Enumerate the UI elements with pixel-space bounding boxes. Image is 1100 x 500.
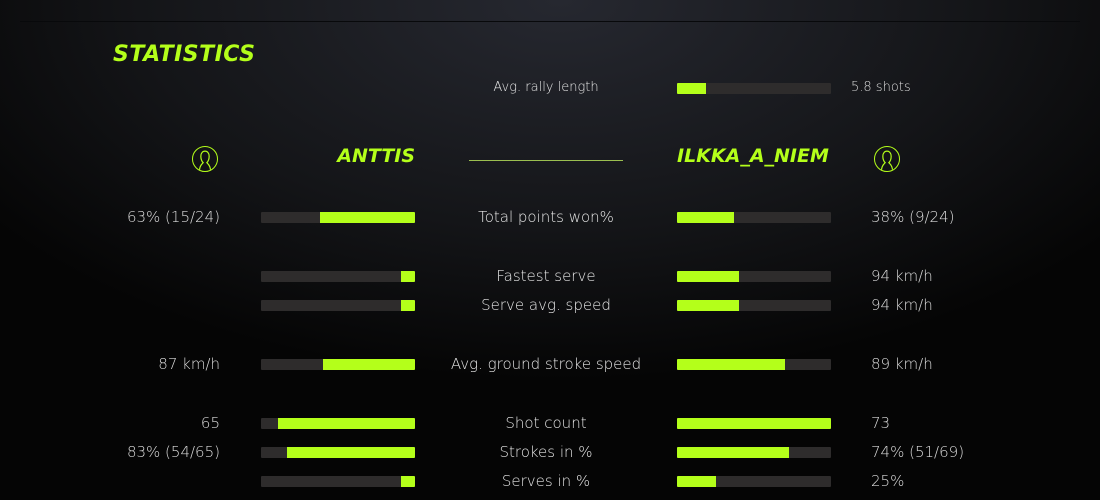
right-bar	[677, 212, 831, 223]
left-bar	[261, 476, 415, 487]
right-bar	[677, 300, 831, 311]
left-bar-fill	[277, 418, 415, 429]
stat-row: 83% (54/65) Strokes in % 74% (51/69)	[0, 443, 1100, 463]
right-bar-fill	[677, 418, 831, 429]
right-player-name: ILKKA_A_NIEM	[677, 145, 829, 167]
right-value: 89 km/h	[871, 355, 933, 373]
right-bar-fill	[677, 359, 785, 370]
top-divider	[20, 21, 1080, 22]
left-bar	[261, 300, 415, 311]
left-value: 83% (54/65)	[126, 443, 220, 461]
right-value: 25%	[871, 472, 905, 490]
stat-row: 65 Shot count 73	[0, 414, 1100, 434]
rally-bar-fill	[677, 83, 707, 94]
right-bar-fill	[677, 300, 739, 311]
stat-label: Fastest serve	[496, 267, 596, 285]
stat-row: 87 km/h Avg. ground stroke speed 89 km/h	[0, 355, 1100, 375]
right-value: 73	[871, 414, 891, 432]
left-bar	[261, 212, 415, 223]
right-bar	[677, 271, 831, 282]
rally-bar	[677, 83, 831, 94]
stat-row: 63% (15/24) Total points won% 38% (9/24)	[0, 208, 1100, 228]
stat-row: Serve avg. speed 94 km/h	[0, 296, 1100, 316]
rally-label: Avg. rally length	[493, 80, 599, 95]
stat-row: Fastest serve 94 km/h	[0, 267, 1100, 287]
left-bar-fill	[401, 476, 415, 487]
left-player-name: ANTTIS	[337, 145, 415, 167]
left-bar	[261, 447, 415, 458]
right-bar	[677, 447, 831, 458]
left-value: 65	[200, 414, 220, 432]
left-bar-fill	[319, 212, 415, 223]
right-player-user-icon	[874, 146, 900, 172]
left-bar	[261, 271, 415, 282]
left-value: 63% (15/24)	[126, 208, 220, 226]
stat-label: Avg. ground stroke speed	[450, 355, 642, 373]
right-bar-fill	[677, 476, 716, 487]
right-value: 38% (9/24)	[871, 208, 955, 226]
left-bar-fill	[287, 447, 415, 458]
stat-label: Shot count	[505, 414, 587, 432]
right-value: 74% (51/69)	[871, 443, 965, 461]
players-divider	[469, 160, 623, 161]
left-bar	[261, 359, 415, 370]
left-bar-fill	[322, 359, 415, 370]
stat-label: Total points won%	[478, 208, 614, 226]
left-bar-fill	[401, 300, 415, 311]
right-bar-fill	[677, 212, 734, 223]
right-bar-fill	[677, 447, 790, 458]
stat-row: Serves in % 25%	[0, 472, 1100, 492]
right-bar	[677, 359, 831, 370]
right-bar	[677, 476, 831, 487]
left-player-user-icon	[192, 146, 218, 172]
stat-label: Serve avg. speed	[481, 296, 611, 314]
page-title: STATISTICS	[113, 42, 256, 67]
left-value: 87 km/h	[158, 355, 220, 373]
left-bar-fill	[401, 271, 415, 282]
right-value: 94 km/h	[871, 296, 933, 314]
right-bar	[677, 418, 831, 429]
rally-value: 5.8 shots	[851, 80, 911, 95]
right-bar-fill	[677, 271, 739, 282]
stat-label: Serves in %	[501, 472, 591, 490]
right-value: 94 km/h	[871, 267, 933, 285]
rally-row: Avg. rally length 5.8 shots	[0, 79, 1100, 99]
left-bar	[261, 418, 415, 429]
stat-label: Strokes in %	[499, 443, 593, 461]
